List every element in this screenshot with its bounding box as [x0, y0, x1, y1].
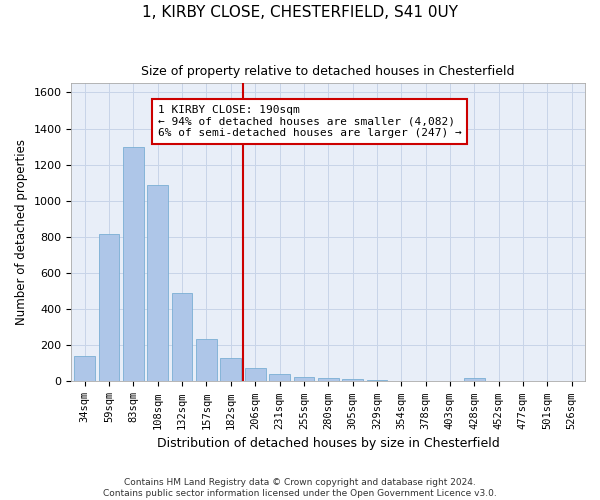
Bar: [245, 368, 266, 382]
X-axis label: Distribution of detached houses by size in Chesterfield: Distribution of detached houses by size …: [157, 437, 500, 450]
Title: Size of property relative to detached houses in Chesterfield: Size of property relative to detached ho…: [142, 65, 515, 78]
Bar: [74, 356, 95, 382]
Bar: [123, 148, 144, 382]
Y-axis label: Number of detached properties: Number of detached properties: [15, 140, 28, 326]
Bar: [99, 234, 119, 382]
Text: 1 KIRBY CLOSE: 190sqm
← 94% of detached houses are smaller (4,082)
6% of semi-de: 1 KIRBY CLOSE: 190sqm ← 94% of detached …: [158, 105, 461, 138]
Text: Contains HM Land Registry data © Crown copyright and database right 2024.
Contai: Contains HM Land Registry data © Crown c…: [103, 478, 497, 498]
Bar: [148, 184, 168, 382]
Bar: [367, 380, 387, 382]
Bar: [318, 378, 338, 382]
Bar: [415, 380, 436, 382]
Bar: [342, 378, 363, 382]
Bar: [220, 358, 241, 382]
Bar: [172, 293, 193, 382]
Bar: [196, 339, 217, 382]
Bar: [293, 377, 314, 382]
Bar: [464, 378, 485, 382]
Bar: [391, 380, 412, 382]
Text: 1, KIRBY CLOSE, CHESTERFIELD, S41 0UY: 1, KIRBY CLOSE, CHESTERFIELD, S41 0UY: [142, 5, 458, 20]
Bar: [269, 374, 290, 382]
